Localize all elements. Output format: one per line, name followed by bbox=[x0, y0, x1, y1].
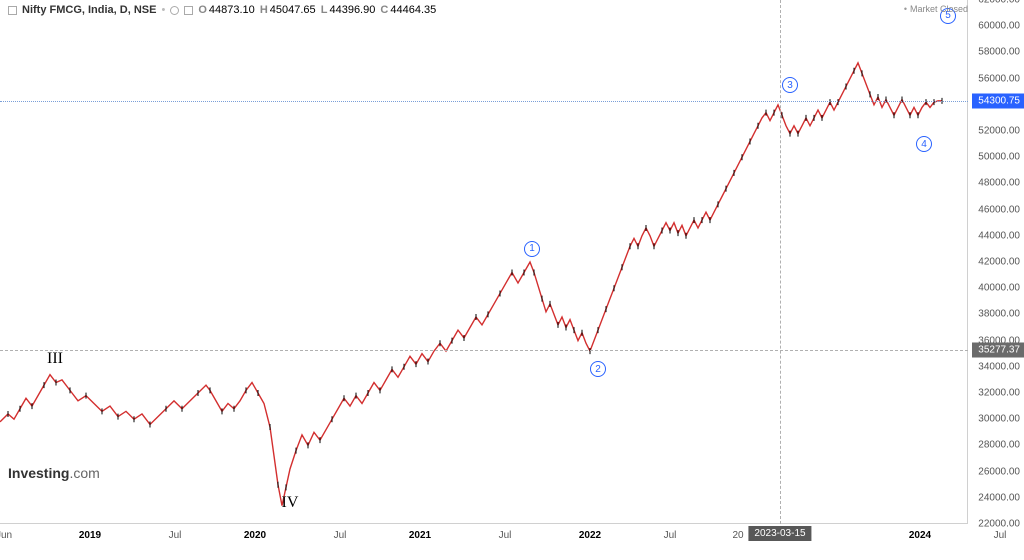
y-tick: 22000.00 bbox=[978, 519, 1020, 530]
y-tick: 56000.00 bbox=[978, 73, 1020, 84]
y-tick: 32000.00 bbox=[978, 388, 1020, 399]
settings-dot: • bbox=[161, 4, 165, 16]
wave-label-roman: III bbox=[47, 350, 63, 368]
x-tick: 2022 bbox=[579, 530, 601, 541]
ref-price-tag: 35277.37 bbox=[972, 343, 1024, 358]
x-tick: Jun bbox=[0, 530, 12, 541]
chart-header: Nifty FMCG, India, D, NSE • O44873.10 H4… bbox=[8, 4, 438, 16]
y-axis[interactable]: 22000.0024000.0026000.0028000.0030000.00… bbox=[968, 0, 1024, 524]
symbol-title[interactable]: Nifty FMCG, India, D, NSE bbox=[22, 4, 156, 16]
compare-icon[interactable] bbox=[184, 6, 193, 15]
y-tick: 62000.00 bbox=[978, 0, 1020, 6]
x-tick: Jul bbox=[664, 530, 677, 541]
x-tick: 2019 bbox=[79, 530, 101, 541]
x-tick: Jul bbox=[334, 530, 347, 541]
chart-plot-area[interactable]: Nifty FMCG, India, D, NSE • O44873.10 H4… bbox=[0, 0, 968, 524]
y-tick: 60000.00 bbox=[978, 21, 1020, 32]
wave-label-circle: 3 bbox=[782, 77, 798, 93]
y-tick: 34000.00 bbox=[978, 361, 1020, 372]
x-tick: 2021 bbox=[409, 530, 431, 541]
expand-icon[interactable] bbox=[8, 6, 17, 15]
crosshair-v bbox=[780, 0, 781, 524]
x-tick: 2024 bbox=[909, 530, 931, 541]
current-price-tag: 54300.75 bbox=[972, 93, 1024, 108]
settings-icon[interactable] bbox=[170, 6, 179, 15]
x-tick: Jul bbox=[499, 530, 512, 541]
ohlc-readout: O44873.10 H45047.65 L44396.90 C44464.35 bbox=[198, 4, 438, 16]
x-tick: 20 bbox=[732, 530, 743, 541]
y-tick: 58000.00 bbox=[978, 47, 1020, 58]
wave-label-circle: 1 bbox=[524, 241, 540, 257]
y-tick: 48000.00 bbox=[978, 178, 1020, 189]
y-tick: 42000.00 bbox=[978, 257, 1020, 268]
wave-label-roman: IV bbox=[282, 494, 299, 512]
x-tick: 2020 bbox=[244, 530, 266, 541]
y-tick: 52000.00 bbox=[978, 126, 1020, 137]
price-line bbox=[0, 0, 968, 524]
y-tick: 38000.00 bbox=[978, 309, 1020, 320]
watermark: Investing.com bbox=[8, 465, 100, 481]
h-ref-line bbox=[0, 350, 968, 351]
y-tick: 30000.00 bbox=[978, 414, 1020, 425]
y-tick: 44000.00 bbox=[978, 230, 1020, 241]
x-tick: Jul bbox=[994, 530, 1007, 541]
y-tick: 40000.00 bbox=[978, 283, 1020, 294]
y-tick: 24000.00 bbox=[978, 492, 1020, 503]
market-status: Market Closed bbox=[904, 4, 968, 14]
x-axis[interactable]: Jun2019Jul2020Jul2021Jul2022Jul2024Jul20… bbox=[0, 524, 968, 560]
y-tick: 46000.00 bbox=[978, 204, 1020, 215]
x-highlight-date: 2023-03-15 bbox=[748, 526, 811, 541]
x-tick: Jul bbox=[169, 530, 182, 541]
h-ref-line bbox=[0, 101, 968, 102]
wave-label-circle: 2 bbox=[590, 361, 606, 377]
y-tick: 26000.00 bbox=[978, 466, 1020, 477]
y-tick: 50000.00 bbox=[978, 152, 1020, 163]
wave-label-circle: 4 bbox=[916, 136, 932, 152]
y-tick: 28000.00 bbox=[978, 440, 1020, 451]
